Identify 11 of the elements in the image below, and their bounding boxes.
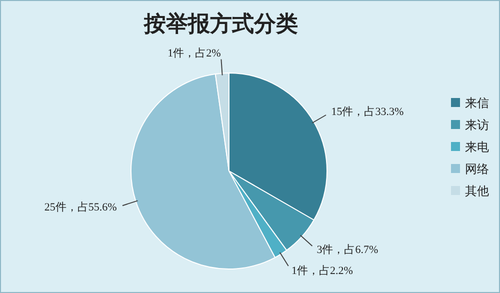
data-label: 3件，占6.7% — [316, 242, 378, 256]
legend-label: 其他 — [465, 182, 489, 200]
legend-label: 来信 — [465, 94, 489, 112]
chart-title: 按举报方式分类 — [142, 10, 299, 38]
data-label: 25件，占55.6% — [44, 200, 117, 214]
data-label: 1件，占2.2% — [292, 264, 353, 278]
legend-label: 网络 — [465, 160, 489, 178]
data-label: 1件，占2% — [168, 46, 221, 60]
legend-label: 来电 — [465, 138, 489, 156]
data-label: 15件，占33.3% — [331, 105, 404, 118]
legend-label: 来访 — [465, 116, 489, 134]
